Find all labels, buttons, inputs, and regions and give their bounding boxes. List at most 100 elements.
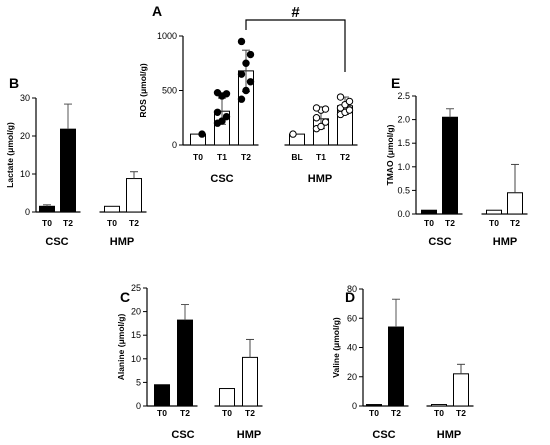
data-point xyxy=(237,70,246,78)
x-tick-label: T0 xyxy=(424,218,434,228)
x-tick-label: T2 xyxy=(456,408,466,418)
group-label: CSC xyxy=(372,429,395,441)
data-point xyxy=(237,95,246,103)
y-tick-label: 0.5 xyxy=(397,185,410,195)
bar-hmp-t2 xyxy=(507,192,523,215)
panel-b: B 0 10 20 30 Lactate (μmol/g) T0 T2 CSC T0 T2 HMP xyxy=(5,75,147,248)
bar-csc-t0 xyxy=(421,209,437,215)
data-point xyxy=(213,88,222,97)
group-label: HMP xyxy=(237,429,261,441)
significance-bracket xyxy=(245,19,346,72)
panel-label: C xyxy=(120,289,130,305)
bar-hmp-t0 xyxy=(219,388,235,407)
panel-a: A 0 500 1000 ROS (μmol/g) T0 T1 T2 CSC BL T1 T2 HMP # xyxy=(138,3,358,185)
bar-csc-t0 xyxy=(39,205,55,213)
bar-csc-t0 xyxy=(366,404,382,407)
x-tick-label: T0 xyxy=(369,408,379,418)
y-tick-label: 1000 xyxy=(157,31,177,41)
data-point xyxy=(198,130,206,138)
panel-label: A xyxy=(152,3,162,19)
data-point xyxy=(242,86,250,95)
bar-csc-t2 xyxy=(388,326,404,407)
y-tick-label: 2.5 xyxy=(397,91,410,101)
data-point xyxy=(312,114,321,122)
bar-hmp-t2 xyxy=(242,356,258,407)
y-tick-label: 2.0 xyxy=(397,115,410,125)
group-label: CSC xyxy=(210,173,233,185)
data-point xyxy=(321,118,330,126)
panel-label: B xyxy=(9,75,19,91)
y-tick-label: 20 xyxy=(20,131,30,141)
y-tick-label: 0 xyxy=(172,140,177,150)
y-tick-label: 25 xyxy=(131,283,141,293)
group-label: HMP xyxy=(308,173,332,185)
x-tick-label: T2 xyxy=(129,218,139,228)
panel-c: C 0 5 10 15 20 25 Alanine (μmol/g) T0 T2 CSC T0 T2 HM… xyxy=(116,283,263,441)
data-point xyxy=(222,90,231,98)
x-tick-label: T1 xyxy=(316,152,326,162)
y-axis-title: Alanine (μmol/g) xyxy=(116,314,126,381)
bar-hmp-bl xyxy=(289,133,305,146)
x-tick-label: T0 xyxy=(193,152,203,162)
y-tick-label: 60 xyxy=(347,313,357,323)
data-point xyxy=(336,93,345,101)
x-tick-label: T2 xyxy=(391,408,401,418)
bar-csc-t2 xyxy=(60,128,76,213)
y-axis-title: ROS (μmol/g) xyxy=(138,63,148,117)
y-tick-label: 5 xyxy=(136,377,141,387)
y-tick-label: 0 xyxy=(25,207,30,217)
group-label: CSC xyxy=(171,429,194,441)
bar-hmp-t0 xyxy=(486,209,502,215)
y-tick-label: 15 xyxy=(131,330,141,340)
bar-csc-t2 xyxy=(442,116,458,215)
x-tick-label: T0 xyxy=(157,408,167,418)
x-tick-label: T0 xyxy=(222,408,232,418)
significance-label: # xyxy=(291,4,300,21)
data-point xyxy=(246,78,255,86)
panel-e: E 0.0 0.5 1.0 1.5 2.0 2.5 TMAO (μmol/g) T0 T2 CSC T… xyxy=(385,75,528,248)
y-tick-label: 1.5 xyxy=(397,138,410,148)
panel-label: E xyxy=(391,75,400,91)
data-point xyxy=(345,106,354,114)
y-tick-label: 500 xyxy=(162,86,177,96)
bar-csc-t0 xyxy=(190,133,206,146)
x-tick-label: T2 xyxy=(245,408,255,418)
y-tick-label: 40 xyxy=(347,343,357,353)
y-tick-label: 80 xyxy=(347,284,357,294)
x-tick-label: T2 xyxy=(340,152,350,162)
y-tick-label: 10 xyxy=(131,354,141,364)
x-tick-label: T2 xyxy=(63,218,73,228)
group-label: HMP xyxy=(437,429,461,441)
x-tick-label: T1 xyxy=(217,152,227,162)
y-tick-label: 0 xyxy=(136,401,141,411)
y-tick-label: 30 xyxy=(20,93,30,103)
y-axis-title: Valine (μmol/g) xyxy=(331,317,341,378)
x-tick-label: T2 xyxy=(445,218,455,228)
x-tick-label: T0 xyxy=(107,218,117,228)
x-tick-label: T2 xyxy=(180,408,190,418)
y-tick-label: 20 xyxy=(347,372,357,382)
x-tick-label: T2 xyxy=(241,152,251,162)
bar-csc-t2 xyxy=(177,319,193,407)
bar-csc-t0 xyxy=(154,384,170,407)
group-label: HMP xyxy=(493,236,517,248)
group-label: CSC xyxy=(45,236,68,248)
y-tick-label: 1.0 xyxy=(397,162,410,172)
y-axis-title: Lactate (μmol/g) xyxy=(5,122,15,188)
group-label: CSC xyxy=(428,236,451,248)
x-tick-label: BL xyxy=(291,152,302,162)
bar-hmp-t2 xyxy=(126,178,142,213)
data-point xyxy=(222,112,231,121)
data-point xyxy=(321,105,330,113)
bar-hmp-t2 xyxy=(453,373,469,407)
y-tick-label: 0.0 xyxy=(397,209,410,219)
data-point xyxy=(218,117,226,125)
x-tick-label: T0 xyxy=(42,218,52,228)
x-tick-label: T2 xyxy=(510,218,520,228)
y-axis-title: TMAO (μmol/g) xyxy=(385,124,395,185)
x-tick-label: T0 xyxy=(434,408,444,418)
bar-hmp-t0 xyxy=(104,205,120,213)
data-point xyxy=(213,108,222,117)
data-point xyxy=(317,122,325,131)
x-tick-label: T0 xyxy=(489,218,499,228)
